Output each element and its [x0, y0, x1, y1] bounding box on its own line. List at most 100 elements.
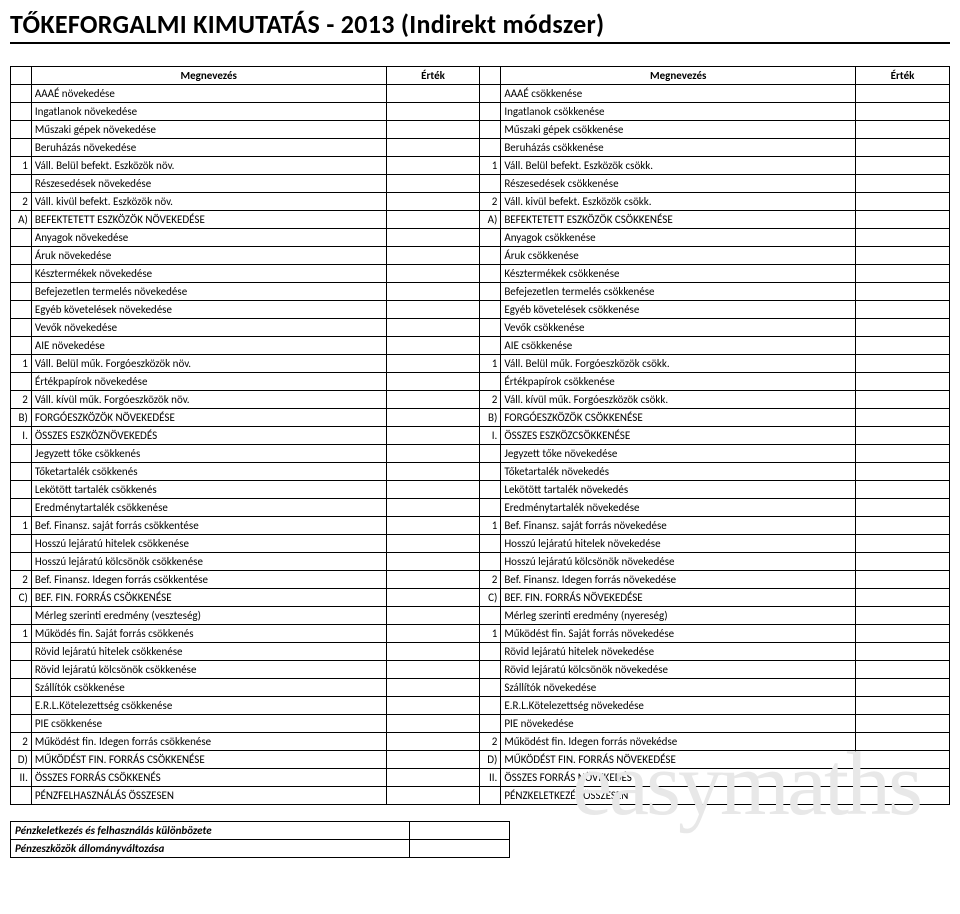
table-row: AAAÉ növekedéseAAAÉ csökkenése	[11, 85, 950, 103]
footer-label: Pénzkeletkezés és felhasználás különböze…	[11, 822, 410, 840]
row-right-value	[856, 193, 950, 211]
row-right-label: Áruk csökkenése	[501, 247, 856, 265]
row-right-value	[856, 301, 950, 319]
row-left-label: Tőketartalék csökkenés	[31, 463, 386, 481]
row-left-value	[386, 85, 480, 103]
table-row: Eredménytartalék csökkenéseEredménytarta…	[11, 499, 950, 517]
row-left-index: B)	[11, 409, 32, 427]
row-right-value	[856, 157, 950, 175]
row-right-value	[856, 103, 950, 121]
row-left-label: Anyagok növekedése	[31, 229, 386, 247]
row-left-label: AIE növekedése	[31, 337, 386, 355]
row-left-label: ÖSSZES FORRÁS CSÖKKENÉS	[31, 769, 386, 787]
row-left-label: FORGÓESZKÖZÖK NÖVEKEDÉSE	[31, 409, 386, 427]
row-left-index	[11, 607, 32, 625]
hdr-blank-l	[11, 67, 32, 85]
row-left-label: MŰKÖDÉST FIN. FORRÁS CSÖKKENÉSE	[31, 751, 386, 769]
row-right-label: Váll. kívül műk. Forgóeszközök csökk.	[501, 391, 856, 409]
row-left-label: Működés fin. Saját forrás csökkenés	[31, 625, 386, 643]
row-right-label: Eredménytartalék növekedése	[501, 499, 856, 517]
table-row: AIE növekedéseAIE csökkenése	[11, 337, 950, 355]
row-left-label: AAAÉ növekedése	[31, 85, 386, 103]
row-right-value	[856, 571, 950, 589]
row-right-value	[856, 499, 950, 517]
row-left-index	[11, 463, 32, 481]
row-right-value	[856, 211, 950, 229]
row-right-value	[856, 589, 950, 607]
row-right-index	[480, 553, 501, 571]
row-left-value	[386, 517, 480, 535]
hdr-value-l: Érték	[386, 67, 480, 85]
row-right-value	[856, 553, 950, 571]
row-right-index: B)	[480, 409, 501, 427]
row-right-value	[856, 481, 950, 499]
row-right-index	[480, 679, 501, 697]
row-right-label: Részesedések csökkenése	[501, 175, 856, 193]
row-left-value	[386, 121, 480, 139]
row-left-label: Bef. Finansz. saját forrás csökkentése	[31, 517, 386, 535]
row-left-index	[11, 85, 32, 103]
row-right-value	[856, 247, 950, 265]
row-left-value	[386, 193, 480, 211]
row-right-index	[480, 373, 501, 391]
row-left-index	[11, 679, 32, 697]
row-left-value	[386, 607, 480, 625]
row-right-label: BEFEKTETETT ESZKÖZÖK CSÖKKENÉSE	[501, 211, 856, 229]
table-row: Rövid lejáratú hitelek csökkenéseRövid l…	[11, 643, 950, 661]
row-right-index: D)	[480, 751, 501, 769]
row-right-label: Hosszú lejáratú kölcsönök növekedése	[501, 553, 856, 571]
table-row: Áruk növekedése Áruk csökkenése	[11, 247, 950, 265]
row-right-value	[856, 139, 950, 157]
row-left-value	[386, 715, 480, 733]
row-left-value	[386, 337, 480, 355]
row-right-value	[856, 535, 950, 553]
row-left-label: Késztermékek növekedése	[31, 265, 386, 283]
table-row: Egyéb követelések növekedéseEgyéb követe…	[11, 301, 950, 319]
row-right-value	[856, 229, 950, 247]
row-left-label: Áruk növekedése	[31, 247, 386, 265]
row-right-value	[856, 625, 950, 643]
row-right-index	[480, 787, 501, 805]
row-left-label: ÖSSZES ESZKÖZNÖVEKEDÉS	[31, 427, 386, 445]
row-right-label: Működést fin. Saját forrás növekedése	[501, 625, 856, 643]
row-right-index	[480, 643, 501, 661]
row-left-label: Váll. kivül befekt. Eszközök növ.	[31, 193, 386, 211]
row-left-index	[11, 319, 32, 337]
row-left-label: Értékpapírok növekedése	[31, 373, 386, 391]
row-right-label: Jegyzett tőke növekedése	[501, 445, 856, 463]
row-right-value	[856, 661, 950, 679]
row-right-label: Váll. Belül befekt. Eszközök csökk.	[501, 157, 856, 175]
footer-row: Pénzeszközök állományváltozása	[11, 840, 510, 858]
row-right-index: 1	[480, 157, 501, 175]
title-underline	[10, 42, 950, 44]
row-left-value	[386, 103, 480, 121]
row-right-index	[480, 175, 501, 193]
row-left-value	[386, 229, 480, 247]
row-right-label: Működést fin. Idegen forrás növekédse	[501, 733, 856, 751]
table-row: 2Váll. kivül befekt. Eszközök növ.2Váll.…	[11, 193, 950, 211]
row-left-label: Rövid lejáratú kölcsönök csökkenése	[31, 661, 386, 679]
table-row: Jegyzett tőke csökkenésJegyzett tőke növ…	[11, 445, 950, 463]
row-left-label: Részesedések növekedése	[31, 175, 386, 193]
row-left-index: 1	[11, 355, 32, 373]
row-right-index: I.	[480, 427, 501, 445]
row-right-value	[856, 85, 950, 103]
table-row: Tőketartalék csökkenésTőketartalék növek…	[11, 463, 950, 481]
row-left-index	[11, 139, 32, 157]
row-right-index	[480, 661, 501, 679]
row-left-value	[386, 355, 480, 373]
row-left-index	[11, 247, 32, 265]
row-right-label: Rövid lejáratú hitelek növekedése	[501, 643, 856, 661]
hdr-name-l: Megnevezés	[31, 67, 386, 85]
table-row: Értékpapírok növekedéseÉrtékpapírok csök…	[11, 373, 950, 391]
row-right-value	[856, 175, 950, 193]
row-left-index	[11, 481, 32, 499]
row-left-label: Vevők növekedése	[31, 319, 386, 337]
row-right-value	[856, 715, 950, 733]
row-left-label: Bef. Finansz. Idegen forrás csökkentése	[31, 571, 386, 589]
row-right-value	[856, 679, 950, 697]
row-right-value	[856, 355, 950, 373]
row-left-label: Egyéb követelések növekedése	[31, 301, 386, 319]
row-right-index	[480, 103, 501, 121]
row-left-index: 2	[11, 733, 32, 751]
